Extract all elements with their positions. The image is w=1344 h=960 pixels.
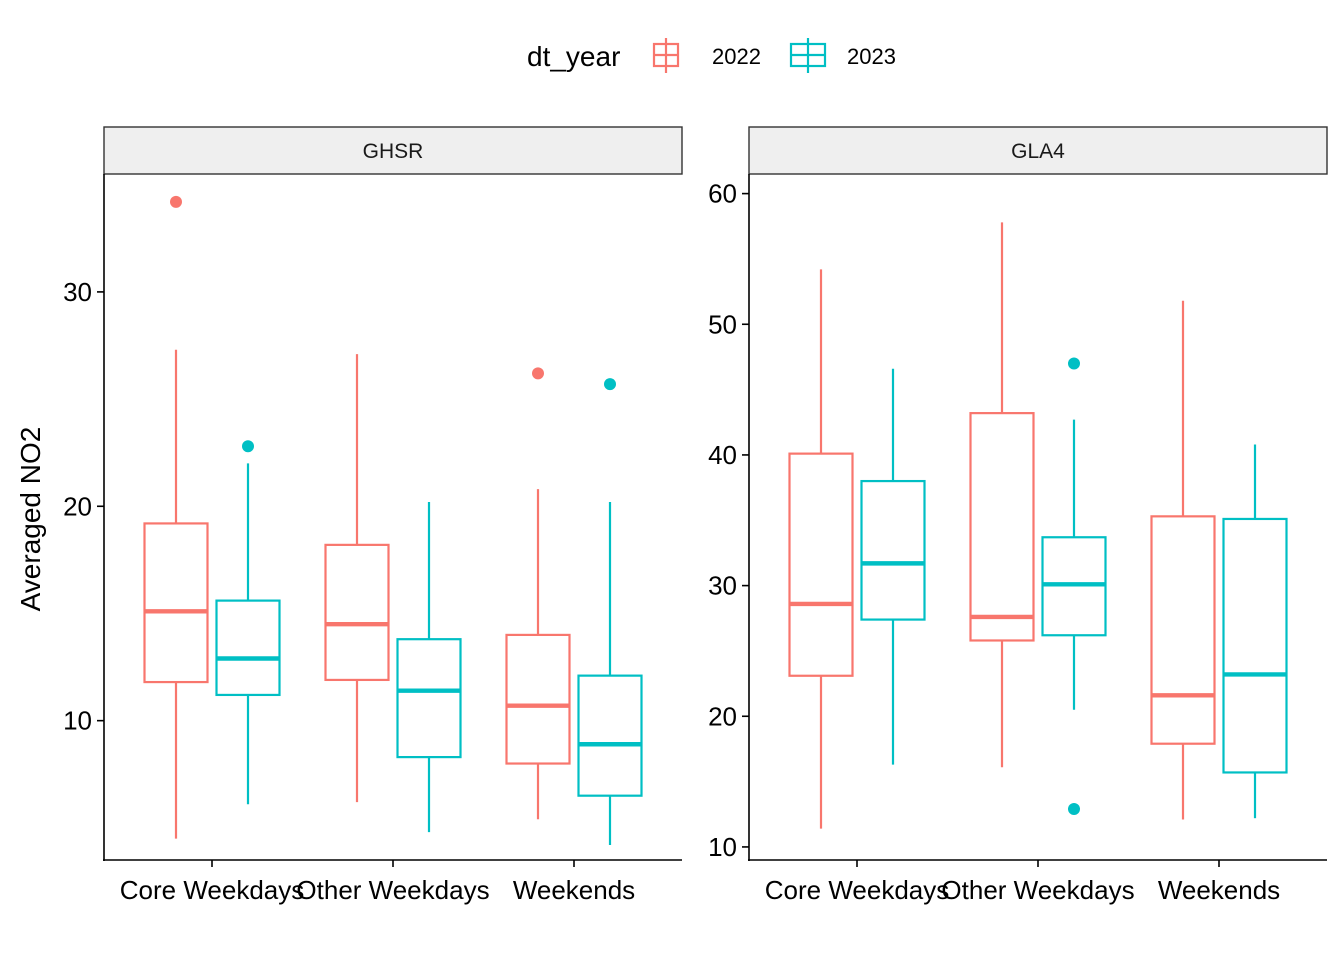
ghsr-y-tick-label: 20 [63,491,92,521]
iqr-box [1150,515,1216,745]
iqr-box [396,638,462,759]
ghsr-box-weekends-2023 [577,378,643,845]
gla4-box-other-weekdays-2022 [969,222,1035,768]
outlier-point [1068,357,1080,370]
ghsr-box-core-weekdays-2022 [143,195,209,839]
strip-label-gla4: GLA4 [1011,140,1065,163]
gla4-y-tick-label: 50 [708,309,737,339]
iqr-box [215,599,281,697]
panel-strip-gla4: GLA4 [748,126,1328,175]
outlier-point [1068,803,1080,816]
gla4-y-tick-label: 10 [708,832,737,862]
ghsr-box-core-weekdays-2023 [215,440,281,805]
legend-key-2023 [789,38,827,73]
ghsr-x-tick-label: Core Weekdays [120,875,305,905]
y-axis-title: Averaged NO2 [15,427,46,612]
iqr-box [969,412,1035,642]
gla4-x-tick-label: Weekends [1158,875,1280,905]
strip-label-ghsr: GHSR [363,140,424,163]
ghsr-x-tick-label: Weekends [513,875,635,905]
legend-key-2022 [652,38,680,73]
ghsr-x-tick-label: Other Weekdays [296,875,489,905]
ghsr-box-other-weekdays-2022 [324,354,390,803]
legend-label-2022: 2022 [712,44,761,69]
iqr-box [143,522,209,684]
iqr-box [788,452,854,677]
iqr-box [577,674,643,797]
iqr-box [324,543,390,682]
ghsr-y-tick-label: 30 [63,277,92,307]
ghsr-y-tick-label: 10 [63,706,92,736]
gla4-x-tick-label: Core Weekdays [765,875,950,905]
iqr-box [505,633,571,765]
gla4-y-tick-label: 30 [708,571,737,601]
outlier-point [532,367,544,380]
gla4-box-weekends-2022 [1150,300,1216,820]
gla4-box-weekends-2023 [1222,444,1288,819]
panel-strip-ghsr: GHSR [103,126,683,175]
gla4-box-core-weekdays-2022 [788,269,854,829]
ghsr-box-other-weekdays-2023 [396,501,462,833]
legend: dt_year 2022 2023 [527,38,896,73]
gla4-y-tick-label: 60 [708,179,737,209]
iqr-box [860,479,926,621]
iqr-box [1222,517,1288,774]
gla4-box-core-weekdays-2023 [860,368,926,765]
outlier-point [170,195,182,208]
ghsr-box-weekends-2022 [505,367,571,820]
legend-title: dt_year [527,41,620,72]
gla4-box-other-weekdays-2023 [1041,357,1107,816]
gla4-x-tick-label: Other Weekdays [941,875,1134,905]
gla4-y-tick-label: 20 [708,701,737,731]
legend-label-2023: 2023 [847,44,896,69]
outlier-point [242,440,254,453]
gla4-y-tick-label: 40 [708,440,737,470]
outlier-point [604,378,616,391]
